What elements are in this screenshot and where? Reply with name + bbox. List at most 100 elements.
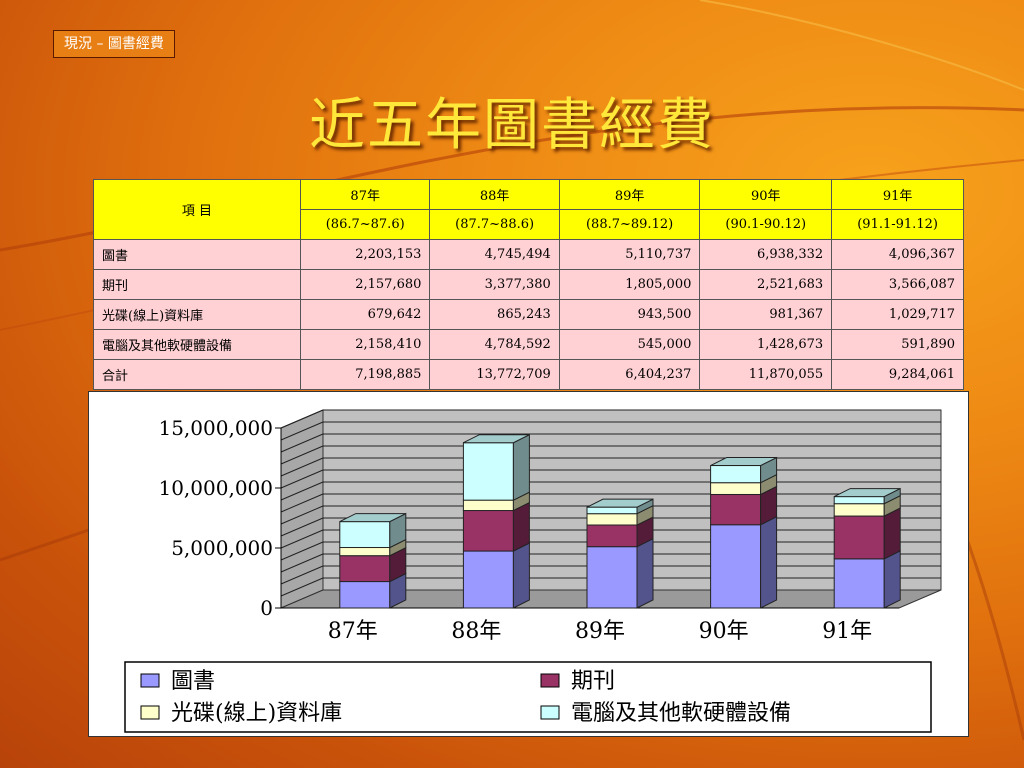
legend-label: 圖書 [171,669,215,694]
bar-segment [710,482,762,495]
bar-segment [586,546,638,609]
row-label: 電腦及其他軟硬體設備 [93,329,301,360]
year-header: 88年 [429,179,560,210]
cell-value: 9,284,061 [831,359,964,390]
bar-segment [833,496,885,505]
cell-value: 591,890 [831,329,964,360]
cell-value: 11,870,055 [699,359,833,390]
bar-top [586,498,654,508]
bar-segment [462,442,514,501]
cell-value: 679,642 [299,299,431,330]
row-label: 合計 [93,359,301,390]
bar-top [833,488,901,498]
legend-swatch [540,673,560,688]
year-range: (90.1-90.12) [699,209,833,240]
year-range: (86.7~87.6) [299,209,431,240]
cell-value: 3,377,380 [429,269,560,300]
stacked-bar-chart: 0 5,000,000 10,000,000 15,000,000 87年 88年 89年 9… [124,409,942,733]
item-header: 項 目 [93,179,301,240]
cell-value: 981,367 [699,299,833,330]
gridline [280,421,324,441]
gridline [280,529,324,549]
bar-segment [833,558,885,609]
legend-swatch [140,673,160,688]
gridline [280,409,324,429]
cell-value: 4,096,367 [831,239,964,270]
bar-segment [710,493,762,526]
bar-segment [462,510,514,552]
row-label: 圖書 [93,239,301,270]
cell-value: 545,000 [558,329,701,360]
legend-swatch [140,705,160,720]
legend-box [124,661,932,733]
gridline [280,577,324,597]
y-tick-label: 5,000,000 [171,536,273,560]
bar-segment [710,524,762,609]
page-title: 近五年圖書經費 [309,93,715,158]
cell-value: 13,772,709 [429,359,560,390]
cell-value: 4,784,592 [429,329,560,360]
cell-value: 1,428,673 [699,329,833,360]
gridline [280,433,324,453]
chart-container: 0 5,000,000 10,000,000 15,000,000 87年 88年 89年 9… [88,391,969,737]
gridline [280,505,324,525]
bar-segment [586,513,638,526]
section-tag: 現況 – 圖書經費 [53,30,175,58]
row-label: 期刊 [93,269,301,300]
bar-top [339,513,407,523]
y-tick-label: 10,000,000 [158,476,273,500]
bar-segment-side [512,542,530,609]
bar-segment-side [883,550,901,609]
cell-value: 943,500 [558,299,701,330]
x-tick-label: 90年 [699,619,749,644]
bar-segment [833,515,885,560]
cell-value: 6,938,332 [699,239,833,270]
bar-segment [462,550,514,609]
year-header: 87年 [299,179,431,210]
legend-label: 光碟(線上)資料庫 [171,701,342,726]
x-tick-label: 91年 [822,619,872,644]
bar-segment-side [512,433,530,501]
year-range: (88.7~89.12) [558,209,701,240]
bar-segment [586,524,638,548]
gridline [280,445,324,465]
bar-segment [339,581,391,609]
bar-segment-side [760,515,778,609]
gridline [280,517,324,537]
bar-segment [339,547,391,557]
year-range: (91.1-91.12) [831,209,964,240]
bar-top [463,434,530,444]
bar-segment [586,506,638,515]
bar-segment [462,499,514,512]
gridline [280,493,324,513]
y-tick-label: 15,000,000 [158,416,273,440]
cell-value: 5,110,737 [558,239,701,270]
x-tick-label: 88年 [451,619,501,644]
bar-segment-side [636,537,654,609]
year-range: (87.7~88.6) [429,209,560,240]
x-tick-label: 87年 [328,619,378,644]
legend-label: 電腦及其他軟硬體設備 [571,701,791,726]
cell-value: 1,805,000 [558,269,701,300]
cell-value: 2,158,410 [299,329,431,360]
bar-segment [339,555,391,583]
gridline [280,481,324,501]
cell-value: 3,566,087 [831,269,964,300]
y-tick-label: 0 [260,596,273,620]
gridline [280,469,324,489]
cell-value: 1,029,717 [831,299,964,330]
cell-value: 865,243 [429,299,560,330]
year-header: 90年 [699,179,833,210]
cell-value: 2,203,153 [299,239,431,270]
cell-value: 2,521,683 [699,269,833,300]
gridline [280,553,324,573]
bar-segment [833,503,885,517]
cell-value: 7,198,885 [299,359,431,390]
gridline [280,457,324,477]
cell-value: 2,157,680 [299,269,431,300]
bar-segment-side [883,507,901,560]
bar-segment [710,465,762,484]
legend-label: 期刊 [571,669,615,694]
bar-top [710,457,777,467]
x-tick-label: 89年 [575,619,625,644]
